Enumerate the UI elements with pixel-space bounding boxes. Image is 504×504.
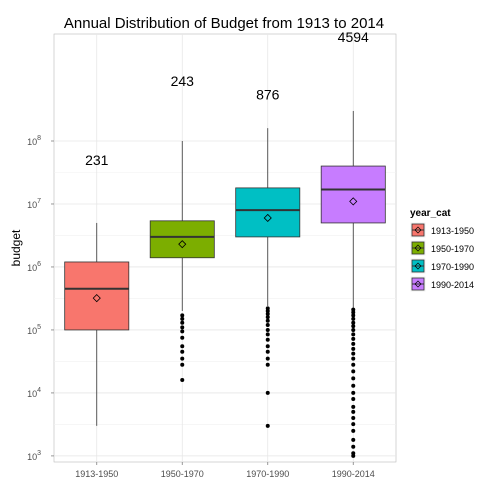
y-axis: 103 104 105 106 107 108: [27, 135, 54, 462]
box-1990-2014: [320, 165, 386, 224]
count-label: 243: [171, 73, 195, 89]
outlier-point: [265, 362, 270, 367]
x-tick-label: 1970-1990: [246, 469, 289, 479]
outlier-point: [351, 327, 356, 332]
outlier-point: [351, 324, 356, 329]
outlier-point: [351, 320, 356, 325]
y-tick-label: 104: [27, 387, 41, 399]
x-tick-label: 1990-2014: [332, 469, 375, 479]
legend-mean-marker: [414, 262, 422, 270]
outlier-point: [351, 404, 356, 409]
outlier-point: [265, 311, 270, 316]
outlier-point: [180, 349, 185, 354]
y-tick-label: 103: [27, 450, 41, 462]
outlier-point: [180, 329, 185, 334]
boxes: 231 243 876 4594: [64, 29, 386, 458]
legend: year_cat 1913-1950 1950-1970 1970-1990 1990…: [409, 208, 474, 293]
outlier-point: [180, 320, 185, 325]
legend-mean-marker: [414, 226, 422, 234]
y-tick-label: 108: [27, 135, 41, 147]
outlier-point: [265, 308, 270, 313]
outlier-point: [265, 344, 270, 349]
outlier-point: [180, 316, 185, 321]
outlier-point: [265, 423, 270, 428]
legend-label: 1913-1950: [431, 226, 474, 236]
count-label: 876: [256, 86, 280, 102]
x-tick-label: 1950-1970: [161, 469, 204, 479]
outlier-point: [265, 337, 270, 342]
outlier-point: [180, 325, 185, 330]
outlier-point: [180, 362, 185, 367]
mean-marker: [92, 294, 101, 303]
outlier-point: [351, 351, 356, 356]
outlier-point: [265, 332, 270, 337]
legend-label: 1990-2014: [431, 280, 474, 290]
outlier-point: [265, 327, 270, 332]
box-1950-1970: [149, 220, 215, 259]
outlier-point: [351, 369, 356, 374]
legend-label: 1950-1970: [431, 244, 474, 254]
outlier-point: [351, 453, 356, 458]
outlier-point: [351, 444, 356, 449]
plot-panel: [53, 33, 397, 463]
count-label: 231: [85, 152, 109, 168]
outlier-point: [351, 383, 356, 388]
outlier-point: [180, 313, 185, 318]
outlier-point: [351, 428, 356, 433]
mean-marker: [349, 197, 358, 206]
outlier-point: [351, 437, 356, 442]
outlier-point: [265, 318, 270, 323]
outlier-point: [351, 332, 356, 337]
outlier-point: [180, 344, 185, 349]
y-tick-label: 107: [27, 198, 41, 210]
outlier-point: [351, 313, 356, 318]
legend-title: year_cat: [410, 208, 451, 219]
outlier-point: [351, 316, 356, 321]
mean-marker: [263, 213, 272, 223]
outlier-point: [351, 356, 356, 361]
box-1970-1990: [235, 187, 301, 238]
outlier-point: [351, 310, 356, 315]
outlier-point: [180, 356, 185, 361]
outlier-point: [351, 415, 356, 420]
box-1913-1950: [64, 261, 130, 331]
outlier-point: [265, 322, 270, 327]
y-axis-title: budget: [9, 229, 23, 266]
outlier-point: [351, 409, 356, 414]
outlier-point: [351, 341, 356, 346]
x-axis: 1913-1950 1950-1970 1970-1990 1990-2014: [75, 462, 375, 479]
outlier-point: [351, 422, 356, 427]
outlier-point: [351, 346, 356, 351]
outlier-point: [180, 335, 185, 340]
outlier-point: [265, 356, 270, 361]
y-tick-label: 105: [27, 324, 41, 336]
outlier-point: [351, 336, 356, 341]
mean-marker: [178, 240, 187, 249]
outlier-point: [351, 307, 356, 312]
outlier-point: [265, 390, 270, 395]
outlier-point: [351, 362, 356, 367]
outlier-point: [351, 390, 356, 395]
outlier-point: [265, 315, 270, 320]
count-label: 4594: [338, 29, 369, 45]
outlier-point: [351, 376, 356, 381]
legend-mean-marker: [414, 244, 422, 252]
legend-mean-marker: [414, 280, 422, 288]
legend-label: 1970-1990: [431, 262, 474, 272]
outlier-point: [180, 378, 185, 383]
outlier-point: [265, 349, 270, 354]
x-tick-label: 1913-1950: [75, 469, 118, 479]
chart-title: Annual Distribution of Budget from 1913 …: [64, 15, 384, 32]
y-tick-label: 106: [27, 261, 41, 273]
outlier-point: [351, 397, 356, 402]
